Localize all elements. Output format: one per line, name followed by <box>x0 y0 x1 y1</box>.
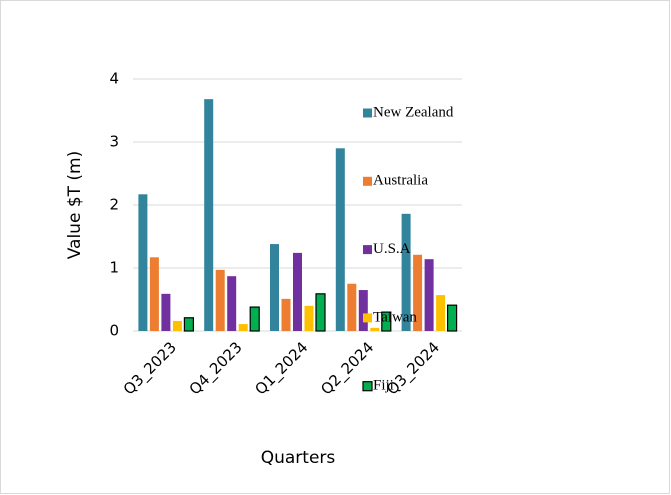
bar <box>315 293 326 332</box>
legend-label: New Zealand <box>373 104 454 120</box>
bar <box>358 290 368 331</box>
bar <box>138 194 148 331</box>
legend-label: Taiwan <box>373 309 417 325</box>
y-tick-label: 2 <box>109 196 119 214</box>
bar <box>436 295 446 331</box>
y-axis-label: Value $T (m) <box>65 151 85 260</box>
bar <box>249 306 260 332</box>
bar <box>183 317 194 332</box>
bar <box>215 269 225 331</box>
legend-swatch <box>363 313 372 323</box>
legend-swatch <box>363 245 372 255</box>
bar <box>172 320 182 331</box>
legend-swatch <box>363 108 372 118</box>
legend-label: U.S.A <box>373 241 411 257</box>
bar <box>347 283 357 331</box>
bar <box>335 148 345 331</box>
y-tick-label: 3 <box>109 133 119 151</box>
bar <box>293 252 302 331</box>
legend-swatch <box>362 381 373 392</box>
bar <box>270 244 279 331</box>
bar <box>227 276 237 331</box>
y-tick-label: 4 <box>109 70 119 88</box>
y-tick-label: 1 <box>109 259 119 277</box>
bar <box>281 298 291 331</box>
bar <box>381 311 392 332</box>
y-tick-label: 0 <box>109 322 119 340</box>
legend-label: Fiji <box>373 378 394 394</box>
bar <box>401 213 411 331</box>
bar <box>370 327 380 331</box>
bar <box>204 99 214 331</box>
bar <box>161 293 171 331</box>
bar <box>447 304 458 332</box>
bar <box>149 257 159 331</box>
x-axis-label: Quarters <box>261 448 336 468</box>
bar <box>304 305 314 331</box>
legend-label: Australia <box>373 173 428 189</box>
bar <box>424 259 434 331</box>
bar <box>238 324 248 331</box>
bar <box>413 254 423 331</box>
legend-swatch <box>363 176 372 186</box>
